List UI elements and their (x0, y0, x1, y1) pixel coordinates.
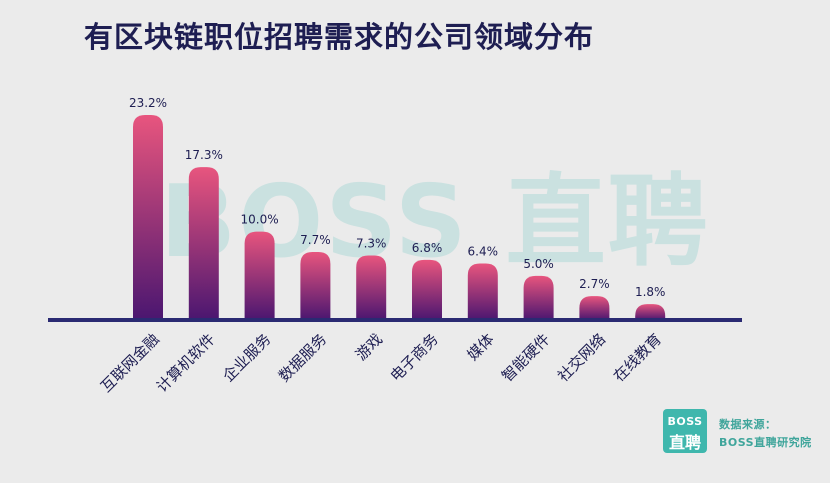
value-label-10: 1.8% (635, 285, 666, 299)
bar-8 (523, 275, 554, 320)
boss-logo: BOSS 直聘 (663, 409, 707, 453)
source-name: BOSS直聘研究院 (719, 436, 812, 449)
chart-title: 有区块链职位招聘需求的公司领域分布 (84, 20, 595, 54)
value-label-1: 23.2% (129, 96, 167, 110)
category-label-1: 互联网金融 (97, 330, 163, 396)
bar-4 (300, 251, 331, 320)
bar-2 (188, 167, 219, 320)
bar-7 (467, 263, 498, 320)
value-label-6: 6.8% (412, 241, 443, 255)
category-label-4: 数据服务 (275, 330, 330, 385)
data-source: BOSS 直聘 数据来源： BOSS直聘研究院 (663, 409, 823, 453)
category-label-10: 在线教育 (610, 330, 665, 385)
category-label-3: 企业服务 (219, 330, 274, 385)
bar-9 (579, 296, 610, 320)
category-label-8: 智能硬件 (498, 330, 553, 385)
value-label-2: 17.3% (185, 148, 223, 162)
bar-6 (412, 259, 442, 320)
bar-5 (356, 255, 387, 320)
value-label-4: 7.7% (300, 233, 331, 247)
source-label: 数据来源： (719, 418, 777, 431)
category-label-9: 社交网络 (554, 330, 609, 385)
value-label-9: 2.7% (579, 277, 610, 291)
category-label-6: 电子商务 (387, 330, 442, 385)
value-label-8: 5.0% (523, 257, 554, 271)
bar-10 (635, 304, 666, 320)
category-label-2: 计算机软件 (153, 330, 219, 396)
category-label-5: 游戏 (352, 330, 386, 364)
value-label-3: 10.0% (241, 213, 279, 227)
logo-text-bottom: 直聘 (668, 433, 701, 452)
bar-3 (244, 231, 275, 320)
value-label-7: 6.4% (468, 244, 499, 258)
bar-1 (133, 115, 163, 320)
logo-text-top: BOSS (667, 415, 703, 428)
category-label-7: 媒体 (464, 330, 498, 364)
value-label-5: 7.3% (356, 236, 387, 250)
